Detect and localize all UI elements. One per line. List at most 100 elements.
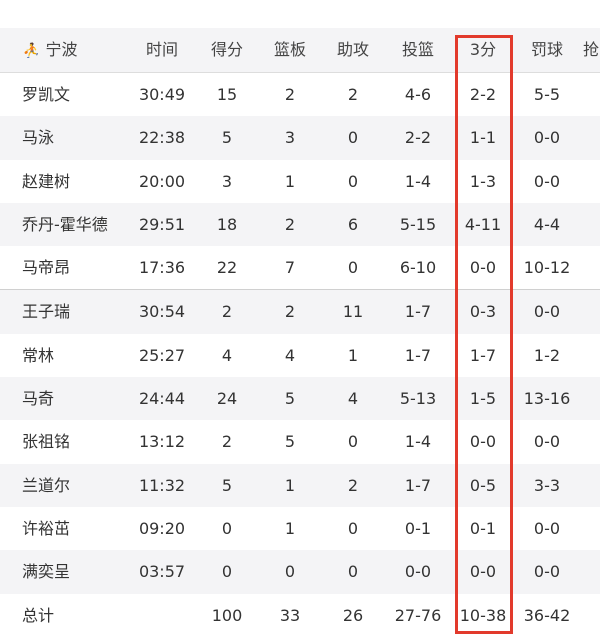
stat-cell: 0	[347, 432, 359, 452]
stat-cell: 5-13	[399, 389, 437, 409]
stat-cell: 5	[284, 389, 296, 409]
stat-cell: 4-11	[464, 214, 502, 234]
player-row[interactable]: 马帝昂 17:36 22 7 0 6-10 0-0 10-12	[0, 246, 600, 289]
stat-cell: 11	[342, 302, 364, 322]
col-header[interactable]: 助攻	[336, 40, 369, 59]
stat-cell: 1-7	[404, 302, 432, 322]
stat-cell: 7	[284, 258, 296, 278]
stat-cell: 17:36	[138, 258, 186, 278]
stat-cell: 03:57	[138, 562, 186, 582]
stat-cell: 1-1	[469, 128, 497, 148]
stat-cell: 25:27	[138, 345, 186, 365]
stat-cell: 30:49	[138, 85, 186, 104]
stat-cell: 2	[347, 85, 359, 104]
stat-cell: 27-76	[394, 605, 442, 625]
stat-cell: 13:12	[138, 432, 186, 452]
player-row[interactable]: 兰道尔 11:32 5 1 2 1-7 0-5 3-3	[0, 463, 600, 507]
stat-cell: 29:51	[138, 214, 186, 234]
player-row[interactable]: 马泳 22:38 5 3 0 2-2 1-1 0-0	[0, 116, 600, 160]
player-name[interactable]: 张祖铭	[22, 432, 71, 452]
stat-cell: 15	[216, 85, 238, 104]
stat-cell: 4	[284, 345, 296, 365]
player-row[interactable]: 许裕茁 09:20 0 1 0 0-1 0-1 0-0	[0, 507, 600, 550]
stat-cell: 2	[284, 214, 296, 234]
stat-cell: 22	[216, 258, 238, 278]
player-name[interactable]: 满奕呈	[22, 562, 71, 582]
player-name[interactable]: 王子瑞	[22, 302, 71, 322]
player-name[interactable]: 马奇	[22, 389, 55, 409]
player-name[interactable]: 乔丹-霍华德	[22, 214, 108, 234]
stat-cell: 18	[216, 214, 238, 234]
stat-cell: 0	[347, 171, 359, 191]
stat-cell: 0-0	[533, 562, 561, 582]
stat-cell: 3	[284, 128, 296, 148]
player-row[interactable]: 乔丹-霍华德 29:51 18 2 6 5-15 4-11 4-4	[0, 202, 600, 247]
stat-cell: 09:20	[138, 518, 186, 538]
player-row[interactable]: 常林 25:27 4 4 1 1-7 1-7 1-2	[0, 334, 600, 377]
player-row[interactable]: 赵建树 20:00 3 1 0 1-4 1-3 0-0	[0, 160, 600, 203]
stat-cell: 1	[347, 345, 359, 365]
stat-cell: 4-6	[404, 85, 432, 104]
stat-cell: 0	[347, 562, 359, 582]
stat-cell: 5	[284, 432, 296, 452]
stat-cell: 11:32	[138, 475, 186, 495]
stat-cell: 4	[221, 345, 233, 365]
stat-cell: 2-2	[404, 128, 432, 148]
box-score-table: ⛹ 宁波 时间 得分 篮板 助攻 投篮 3分 罚球 抢 罗凯文 30:49 15 2 2 4…	[0, 28, 600, 637]
col-header[interactable]: 得分	[210, 40, 243, 59]
player-name[interactable]: 兰道尔	[22, 475, 71, 495]
stat-cell: 6-10	[399, 258, 437, 278]
stat-cell: 2	[347, 475, 359, 495]
player-name[interactable]: 马泳	[22, 128, 55, 148]
stat-cell: 0-0	[533, 432, 561, 452]
stat-cell: 1	[284, 171, 296, 191]
player-name[interactable]: 赵建树	[22, 171, 71, 191]
stat-cell: 100	[211, 605, 243, 625]
total-row[interactable]: 总计 100 33 26 27-76 10-38 36-42	[0, 594, 600, 637]
stat-cell: 0-0	[533, 128, 561, 148]
team-name: 宁波	[45, 40, 78, 59]
player-row[interactable]: 张祖铭 13:12 2 5 0 1-4 0-0 0-0	[0, 420, 600, 463]
stat-cell: 1-4	[404, 432, 432, 452]
player-name[interactable]: 总计	[22, 605, 55, 625]
stat-cell: 10-38	[459, 605, 507, 625]
stat-cell: 1-2	[533, 345, 561, 365]
stat-cell: 36-42	[523, 605, 571, 625]
player-name[interactable]: 马帝昂	[22, 258, 71, 278]
stat-cell: 1	[284, 475, 296, 495]
player-row[interactable]: 满奕呈 03:57 0 0 0 0-0 0-0 0-0	[0, 550, 600, 594]
stat-cell: 13-16	[523, 389, 571, 409]
team-header: ⛹ 宁波	[22, 28, 142, 73]
col-header[interactable]: 篮板	[273, 40, 306, 59]
player-name[interactable]: 许裕茁	[22, 518, 71, 538]
player-row[interactable]: 王子瑞 30:54 2 2 11 1-7 0-3 0-0	[0, 289, 600, 334]
stat-cell: 1	[284, 518, 296, 538]
stat-cell: 2	[284, 85, 296, 104]
stat-cell: 0-5	[469, 475, 497, 495]
stat-cell: 1-5	[469, 389, 497, 409]
col-header[interactable]: 罚球	[530, 40, 563, 59]
stat-cell: 26	[342, 605, 364, 625]
stat-cell: 0-0	[469, 432, 497, 452]
col-header[interactable]: 3分	[469, 40, 497, 59]
stat-cell: 20:00	[138, 171, 186, 191]
col-header[interactable]: 时间	[145, 40, 178, 59]
player-name[interactable]: 常林	[22, 345, 55, 365]
player-name[interactable]: 罗凯文	[22, 85, 71, 104]
stat-cell: 0	[221, 518, 233, 538]
stat-cell: 3	[221, 171, 233, 191]
stat-cell: 0-0	[469, 562, 497, 582]
col-header[interactable]: 抢	[583, 40, 600, 59]
stat-cell: 2	[221, 302, 233, 322]
player-row[interactable]: 马奇 24:44 24 5 4 5-13 1-5 13-16	[0, 377, 600, 421]
stat-cell: 4	[347, 389, 359, 409]
stat-cell: 5-15	[399, 214, 437, 234]
col-header[interactable]: 投篮	[401, 40, 434, 59]
stat-cell: 4-4	[533, 214, 561, 234]
player-row[interactable]: 罗凯文 30:49 15 2 2 4-6 2-2 5-5	[0, 73, 600, 116]
stat-cell: 22:38	[138, 128, 186, 148]
stat-cell: 1-7	[404, 345, 432, 365]
stat-cell: 0-0	[533, 171, 561, 191]
stat-cell: 1-3	[469, 171, 497, 191]
stat-cell: 24	[216, 389, 238, 409]
